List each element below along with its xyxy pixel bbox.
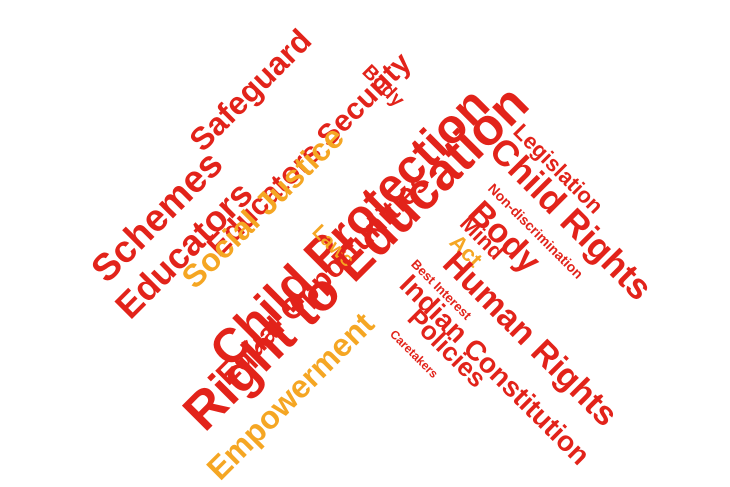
- word-safeguard: Safeguard: [182, 21, 319, 159]
